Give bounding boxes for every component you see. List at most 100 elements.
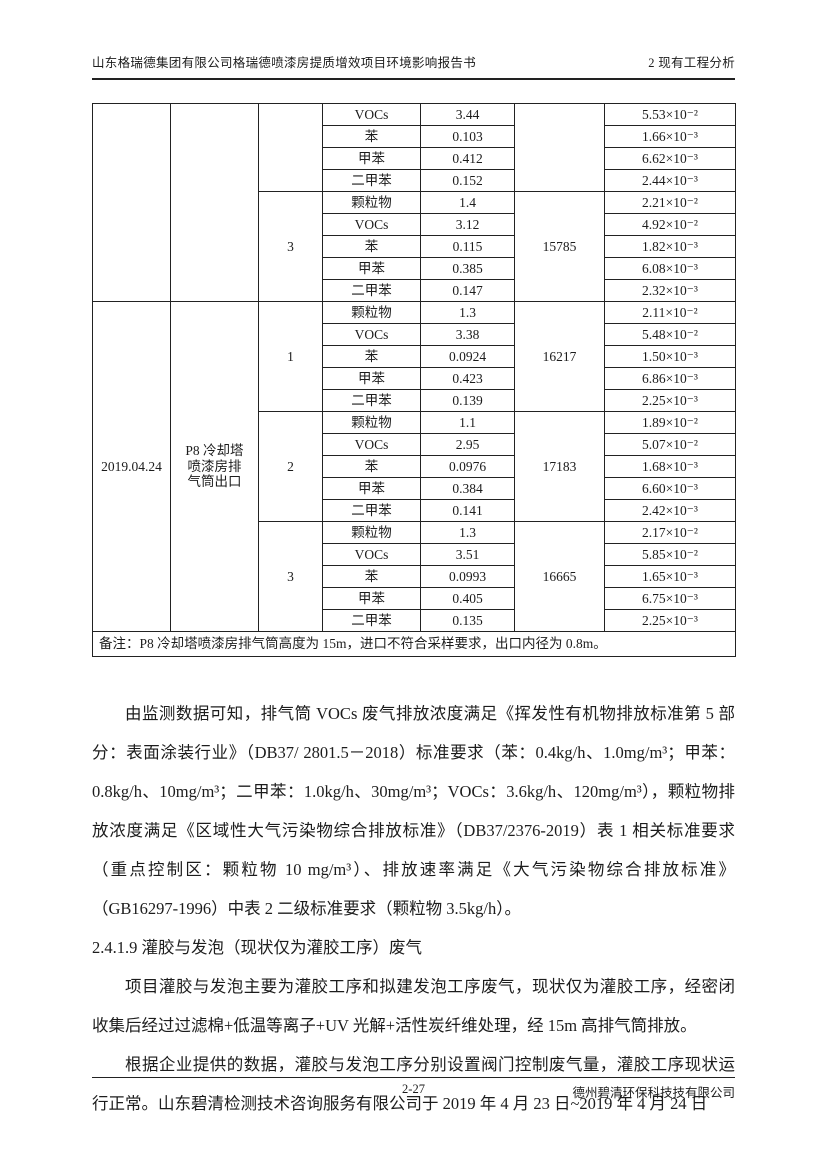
pollutant-cell: VOCs [322, 543, 421, 566]
flow-cell: 15785 [514, 191, 605, 302]
concentration-cell: 0.147 [420, 279, 515, 302]
pollutant-cell: 苯 [322, 565, 421, 588]
concentration-cell: 0.0993 [420, 565, 515, 588]
section-heading-2-4-1-9: 2.4.1.9 灌胶与发泡（现状仅为灌胶工序）废气 [92, 938, 422, 957]
emission-rate-cell: 6.86×10⁻³ [604, 367, 736, 390]
table-row: 甲苯 0.412 6.62×10⁻³ [93, 147, 736, 170]
table-row: 甲苯 0.385 6.08×10⁻³ [93, 257, 736, 280]
body-text: 由监测数据可知，排气筒 VOCs 废气排放浓度满足《挥发性有机物排放标准第 5 … [92, 694, 735, 1123]
emission-rate-cell: 1.50×10⁻³ [604, 345, 736, 368]
table-row: 二甲苯 0.141 2.42×10⁻³ [93, 499, 736, 522]
emission-rate-cell: 6.08×10⁻³ [604, 257, 736, 280]
table-row: 苯 0.115 1.82×10⁻³ [93, 235, 736, 258]
emission-rate-cell: 2.25×10⁻³ [604, 389, 736, 412]
pollutant-cell: 苯 [322, 455, 421, 478]
concentration-cell: 0.423 [420, 367, 515, 390]
concentration-cell: 1.4 [420, 191, 515, 214]
document-header: 山东格瑞德集团有限公司格瑞德喷漆房提质增效项目环境影响报告书 2 现有工程分析 [92, 52, 735, 80]
concentration-cell: 1.3 [420, 521, 515, 544]
pollutant-cell: 甲苯 [322, 587, 421, 610]
table-row: 苯 0.0976 1.68×10⁻³ [93, 455, 736, 478]
pollutant-cell: VOCs [322, 323, 421, 346]
pollutant-cell: 甲苯 [322, 147, 421, 170]
sample-no-cell: 3 [258, 191, 323, 302]
concentration-cell: 0.384 [420, 477, 515, 500]
flow-cell: 16665 [514, 521, 605, 632]
emission-rate-cell: 6.60×10⁻³ [604, 477, 736, 500]
pollutant-cell: 甲苯 [322, 367, 421, 390]
footer-company-name: 德州碧清环保科技技有限公司 [572, 1086, 735, 1100]
emission-rate-cell: 1.89×10⁻² [604, 411, 736, 434]
pollutant-cell: 甲苯 [322, 257, 421, 280]
pollutant-cell: VOCs [322, 103, 421, 126]
emissions-table: VOCs 3.44 5.53×10⁻² 苯 0.103 1.66×10⁻³ 甲苯 0.412 6… [92, 103, 736, 657]
table-row: 3 颗粒物 1.4 15785 2.21×10⁻² [93, 191, 736, 302]
location-cell: P8 冷却塔喷漆房排气筒出口 [170, 301, 259, 632]
flow-cell: 17183 [514, 411, 605, 522]
concentration-cell: 0.412 [420, 147, 515, 170]
emissions-table-body: VOCs 3.44 5.53×10⁻² 苯 0.103 1.66×10⁻³ 甲苯 0.412 6… [92, 103, 736, 632]
pollutant-cell: 苯 [322, 235, 421, 258]
date-cell: 2019.04.24 [92, 301, 171, 632]
table-row: 二甲苯 0.139 2.25×10⁻³ [93, 389, 736, 412]
pollutant-cell: 二甲苯 [322, 169, 421, 192]
page-number: 2-27 [402, 1082, 425, 1096]
emission-rate-cell: 2.17×10⁻² [604, 521, 736, 544]
paragraph-glue-foaming-process: 项目灌胶与发泡主要为灌胶工序和拟建发泡工序废气，现状仅为灌胶工序，经密闭收集后经… [92, 977, 735, 1035]
emission-rate-cell: 6.75×10⁻³ [604, 587, 736, 610]
table-row: 3 颗粒物 1.3 16665 2.17×10⁻² [93, 521, 736, 632]
concentration-cell: 0.141 [420, 499, 515, 522]
concentration-cell: 3.44 [420, 103, 515, 126]
emission-rate-cell: 2.44×10⁻³ [604, 169, 736, 192]
emission-rate-cell: 1.82×10⁻³ [604, 235, 736, 258]
table-row: 甲苯 0.384 6.60×10⁻³ [93, 477, 736, 500]
pollutant-cell: VOCs [322, 433, 421, 456]
concentration-cell: 0.0924 [420, 345, 515, 368]
pollutant-cell: 甲苯 [322, 477, 421, 500]
emission-rate-cell: 2.42×10⁻³ [604, 499, 736, 522]
concentration-cell: 0.385 [420, 257, 515, 280]
table-row: 甲苯 0.423 6.86×10⁻³ [93, 367, 736, 390]
table-row: VOCs 3.51 5.85×10⁻² [93, 543, 736, 566]
concentration-cell: 3.38 [420, 323, 515, 346]
sample-no-cell [258, 103, 323, 192]
sample-no-cell: 2 [258, 411, 323, 522]
pollutant-cell: 苯 [322, 345, 421, 368]
pollutant-cell: 颗粒物 [322, 411, 421, 434]
header-report-title: 山东格瑞德集团有限公司格瑞德喷漆房提质增效项目环境影响报告书 [92, 56, 477, 70]
table-row: VOCs 3.44 5.53×10⁻² [92, 103, 736, 302]
sample-no-cell: 1 [258, 301, 323, 412]
pollutant-cell: 二甲苯 [322, 279, 421, 302]
emission-rate-cell: 1.66×10⁻³ [604, 125, 736, 148]
emission-rate-cell: 2.11×10⁻² [604, 301, 736, 324]
header-chapter-title: 2 现有工程分析 [648, 56, 735, 70]
paragraph-monitoring-conclusion: 由监测数据可知，排气筒 VOCs 废气排放浓度满足《挥发性有机物排放标准第 5 … [92, 704, 735, 918]
emission-rate-cell: 5.48×10⁻² [604, 323, 736, 346]
pollutant-cell: 二甲苯 [322, 499, 421, 522]
table-row: 二甲苯 0.135 2.25×10⁻³ [93, 609, 736, 632]
concentration-cell: 1.1 [420, 411, 515, 434]
emission-rate-cell: 1.68×10⁻³ [604, 455, 736, 478]
pollutant-cell: 颗粒物 [322, 301, 421, 324]
emission-rate-cell: 4.92×10⁻² [604, 213, 736, 236]
table-row: 2019.04.24 P8 冷却塔喷漆房排气筒出口 1 颗粒物 1.3 16217 2.11… [92, 301, 736, 632]
location-cell [170, 103, 259, 302]
concentration-cell: 0.135 [420, 609, 515, 632]
emission-rate-cell: 2.25×10⁻³ [604, 609, 736, 632]
document-footer: 2-27 德州碧清环保科技技有限公司 [92, 1077, 735, 1100]
concentration-cell: 0.152 [420, 169, 515, 192]
flow-cell: 16217 [514, 301, 605, 412]
concentration-cell: 3.12 [420, 213, 515, 236]
emission-rate-cell: 5.07×10⁻² [604, 433, 736, 456]
table-row: 苯 0.0993 1.65×10⁻³ [93, 565, 736, 588]
flow-cell [514, 103, 605, 192]
paragraph-enterprise-data: 根据企业提供的数据，灌胶与发泡工序分别设置阀门控制废气量，灌胶工序现状运行正常。… [92, 1055, 735, 1113]
concentration-cell: 2.95 [420, 433, 515, 456]
concentration-cell: 1.3 [420, 301, 515, 324]
date-cell [92, 103, 171, 302]
concentration-cell: 0.0976 [420, 455, 515, 478]
pollutant-cell: VOCs [322, 213, 421, 236]
concentration-cell: 3.51 [420, 543, 515, 566]
concentration-cell: 0.139 [420, 389, 515, 412]
